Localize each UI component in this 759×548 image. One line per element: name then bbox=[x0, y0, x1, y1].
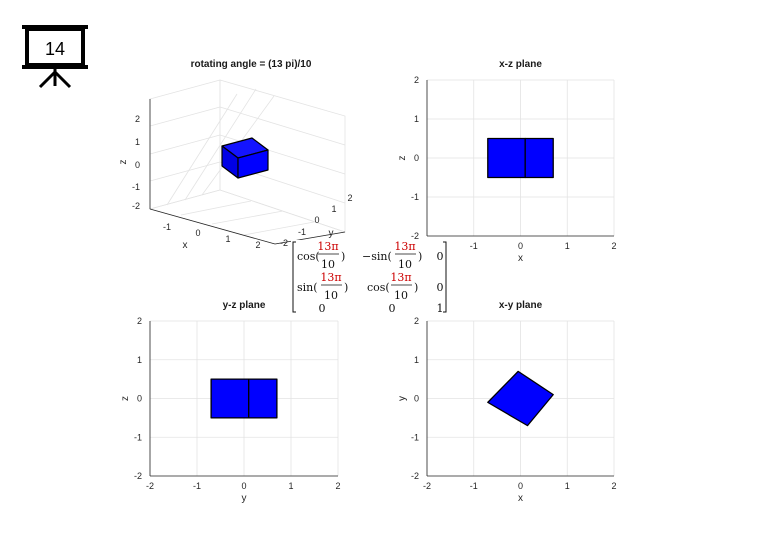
y-tick: 1 bbox=[331, 204, 336, 214]
matrix-r1c2-close: ) bbox=[418, 250, 422, 263]
matrix-background bbox=[291, 240, 449, 314]
x-tick-label: 1 bbox=[565, 481, 570, 491]
y-tick-label: 1 bbox=[414, 114, 419, 124]
matrix-r1c1-den: 10 bbox=[321, 258, 335, 271]
subplot-3d-cube bbox=[221, 137, 269, 179]
x-tick-label: 2 bbox=[611, 241, 616, 251]
x-tick: 2 bbox=[255, 240, 260, 250]
y-axis-label: y bbox=[397, 396, 408, 401]
matrix-bracket-left bbox=[292, 241, 296, 313]
x-tick-label: -2 bbox=[146, 481, 154, 491]
matrix-r1c3: 0 bbox=[437, 250, 444, 263]
subplot-title: x-z plane bbox=[499, 59, 542, 70]
x-tick-label: 2 bbox=[335, 481, 340, 491]
matrix-r2c1-close: ) bbox=[344, 281, 348, 294]
subplot-title: x-y plane bbox=[499, 300, 543, 311]
y-tick-label: -2 bbox=[411, 471, 419, 481]
y-tick: 2 bbox=[347, 193, 352, 203]
z-tick: 0 bbox=[135, 160, 140, 170]
y-tick-label: -1 bbox=[411, 432, 419, 442]
matrix-bracket-right bbox=[443, 241, 447, 313]
matrix-r3c3: 1 bbox=[437, 302, 444, 315]
cube-front-face bbox=[237, 149, 269, 179]
z-tick: 1 bbox=[135, 137, 140, 147]
x-tick-label: 0 bbox=[241, 481, 246, 491]
x-tick-label: 2 bbox=[611, 481, 616, 491]
matrix-r1c1-num: 13π bbox=[317, 240, 338, 253]
x-axis-label: x bbox=[183, 240, 188, 251]
matrix-r1c2-num: 13π bbox=[394, 240, 415, 253]
z-tick: 2 bbox=[135, 114, 140, 124]
x-tick: 1 bbox=[225, 234, 230, 244]
matrix-r2c2-close: ) bbox=[414, 281, 418, 294]
y-tick-label: -1 bbox=[411, 192, 419, 202]
y-tick-label: 2 bbox=[137, 316, 142, 326]
x-tick-label: 1 bbox=[288, 481, 293, 491]
subplot-3d: rotating angle = (13 pi)/10 bbox=[118, 59, 353, 251]
matrix-r2c1-func: sin( bbox=[297, 281, 318, 294]
x-tick-label: -2 bbox=[423, 481, 431, 491]
x-axis-label: x bbox=[518, 253, 523, 264]
y-tick-label: 0 bbox=[137, 394, 142, 404]
y-axis-label: y bbox=[329, 228, 334, 239]
z-tick: -1 bbox=[132, 182, 140, 192]
subplot-3d-axes bbox=[149, 99, 346, 245]
x-tick: -1 bbox=[163, 222, 171, 232]
rotation-matrix: cos( 13π 10 ) −sin( 13π 10 ) 0 sin( 13π … bbox=[291, 240, 449, 315]
y-axis-label: z bbox=[120, 396, 131, 401]
y-tick-label: -1 bbox=[134, 432, 142, 442]
matrix-r1c2-func: −sin( bbox=[362, 250, 392, 263]
x-tick-label: 0 bbox=[518, 241, 523, 251]
y-tick: -2 bbox=[280, 238, 288, 248]
z-tick: -2 bbox=[132, 201, 140, 211]
y-tick-label: 2 bbox=[414, 75, 419, 85]
y-tick-label: 2 bbox=[414, 316, 419, 326]
projection-face-1 bbox=[248, 378, 278, 419]
x-axis-label: y bbox=[242, 493, 247, 504]
matrix-r3c1: 0 bbox=[319, 302, 326, 315]
y-tick: -1 bbox=[298, 227, 306, 237]
y-axis-label: z bbox=[397, 156, 408, 161]
badge-leg-left bbox=[38, 70, 57, 89]
y-tick-label: 1 bbox=[414, 355, 419, 365]
badge-leg-right bbox=[53, 70, 72, 89]
subplot-3d-title: rotating angle = (13 pi)/10 bbox=[191, 59, 312, 70]
matrix-r2c1-den: 10 bbox=[324, 289, 338, 302]
matrix-r3c2: 0 bbox=[389, 302, 396, 315]
subplot-title: y-z plane bbox=[223, 300, 266, 311]
matrix-r2c3: 0 bbox=[437, 281, 444, 294]
x-tick-label: 0 bbox=[518, 481, 523, 491]
matrix-r2c1-num: 13π bbox=[320, 271, 341, 284]
projection-face-0 bbox=[210, 378, 250, 419]
subplot-yz-plane: -2 -1 0 1 2 -2 -1 0 1 2 y-z plane y z bbox=[120, 300, 341, 504]
matrix-r1c1-close: ) bbox=[341, 250, 345, 263]
z-axis-label: z bbox=[118, 160, 129, 165]
projection-face-1 bbox=[524, 137, 554, 179]
y-tick-label: -2 bbox=[134, 471, 142, 481]
slide-number: 14 bbox=[45, 39, 65, 59]
matrix-r2c2-den: 10 bbox=[394, 289, 408, 302]
y-tick-label: -2 bbox=[411, 231, 419, 241]
badge-bottom-bar bbox=[22, 65, 88, 69]
y-tick-label: 0 bbox=[414, 153, 419, 163]
matrix-r1c1-func: cos( bbox=[297, 250, 320, 263]
x-axis-label: x bbox=[518, 493, 523, 504]
x-tick-label: -1 bbox=[470, 481, 478, 491]
matrix-r2c2-num: 13π bbox=[390, 271, 411, 284]
projection-face-0 bbox=[487, 370, 554, 427]
y-tick-label: 1 bbox=[137, 355, 142, 365]
matrix-r2c2-func: cos( bbox=[367, 281, 390, 294]
x-tick-label: -1 bbox=[193, 481, 201, 491]
slide-number-badge: 14 bbox=[22, 25, 88, 89]
y-tick: 0 bbox=[314, 215, 319, 225]
y-tick-label: 0 bbox=[414, 394, 419, 404]
subplot-xy-plane: -2 -1 0 1 2 -2 -1 0 1 2 x-y plane x y bbox=[397, 300, 617, 504]
x-tick-label: -1 bbox=[470, 241, 478, 251]
projection-face-0 bbox=[487, 137, 526, 179]
x-tick-label: 1 bbox=[565, 241, 570, 251]
matrix-r1c2-den: 10 bbox=[398, 258, 412, 271]
x-tick: 0 bbox=[195, 228, 200, 238]
